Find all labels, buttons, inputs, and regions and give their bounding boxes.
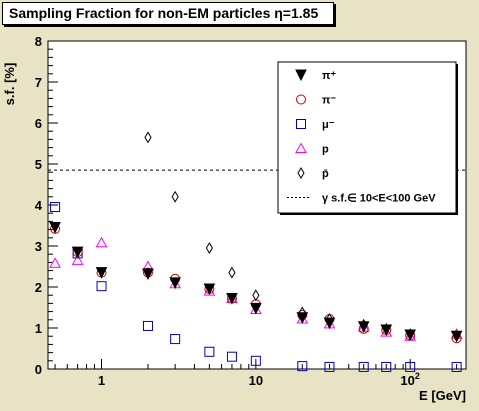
data-point (142, 268, 154, 280)
y-tick-label: 8 (35, 34, 42, 49)
chart-title: Sampling Fraction for non-EM particles η… (2, 2, 334, 25)
data-point (95, 267, 108, 279)
data-point (169, 277, 181, 290)
legend-marker (295, 142, 307, 153)
y-tick-label: 1 (35, 321, 42, 336)
data-point (71, 254, 84, 265)
data-point (451, 361, 462, 372)
data-point (95, 236, 108, 248)
data-point (252, 289, 260, 302)
data-point (142, 320, 153, 331)
y-tick-label: 3 (35, 239, 42, 254)
data-point (49, 222, 61, 234)
data-point (205, 242, 213, 255)
data-point (358, 361, 369, 372)
data-point (325, 313, 334, 325)
data-point (381, 361, 392, 372)
data-point (297, 361, 308, 372)
data-point (228, 266, 236, 279)
legend-label: p (322, 144, 329, 156)
legend-box (277, 61, 457, 214)
data-point (203, 283, 216, 296)
legend-label: γ s.f.∈ 10<E<100 GeV (322, 193, 436, 205)
y-tick-label: 5 (35, 157, 42, 172)
data-point (71, 246, 84, 259)
x-tick-label: 102 (400, 371, 419, 388)
legend-label: π⁺ (322, 70, 336, 82)
data-point (360, 318, 368, 331)
data-point (49, 257, 61, 268)
data-point (96, 281, 107, 292)
x-axis-title: E [GeV] (419, 388, 466, 403)
legend-label: π⁻ (322, 95, 336, 107)
legend-marker (296, 94, 306, 105)
data-point (453, 330, 461, 343)
legend-marker (297, 167, 305, 179)
data-point (144, 131, 152, 144)
y-tick-label: 6 (35, 116, 42, 131)
data-point (250, 302, 262, 315)
data-point (50, 202, 61, 213)
data-point (406, 328, 414, 341)
data-point (324, 361, 335, 372)
y-axis-title: s.f. [%] (2, 63, 17, 106)
x-tick-label: 1 (98, 373, 105, 388)
data-point (226, 351, 237, 362)
legend-label: μ⁻ (322, 119, 335, 131)
data-point (204, 346, 215, 357)
data-point (298, 306, 306, 319)
data-point (405, 361, 416, 372)
y-tick-label: 0 (35, 362, 42, 377)
data-point (250, 355, 261, 366)
legend-marker (295, 69, 307, 82)
data-point (226, 292, 238, 305)
legend-label: p̄ (322, 168, 329, 180)
y-tick-label: 2 (35, 280, 42, 295)
y-tick-label: 7 (35, 75, 42, 90)
data-point (171, 190, 179, 203)
data-point (170, 334, 181, 345)
legend-marker (296, 119, 306, 129)
y-tick-label: 4 (35, 198, 43, 213)
x-tick-label: 10 (249, 373, 263, 388)
data-point (382, 322, 390, 335)
